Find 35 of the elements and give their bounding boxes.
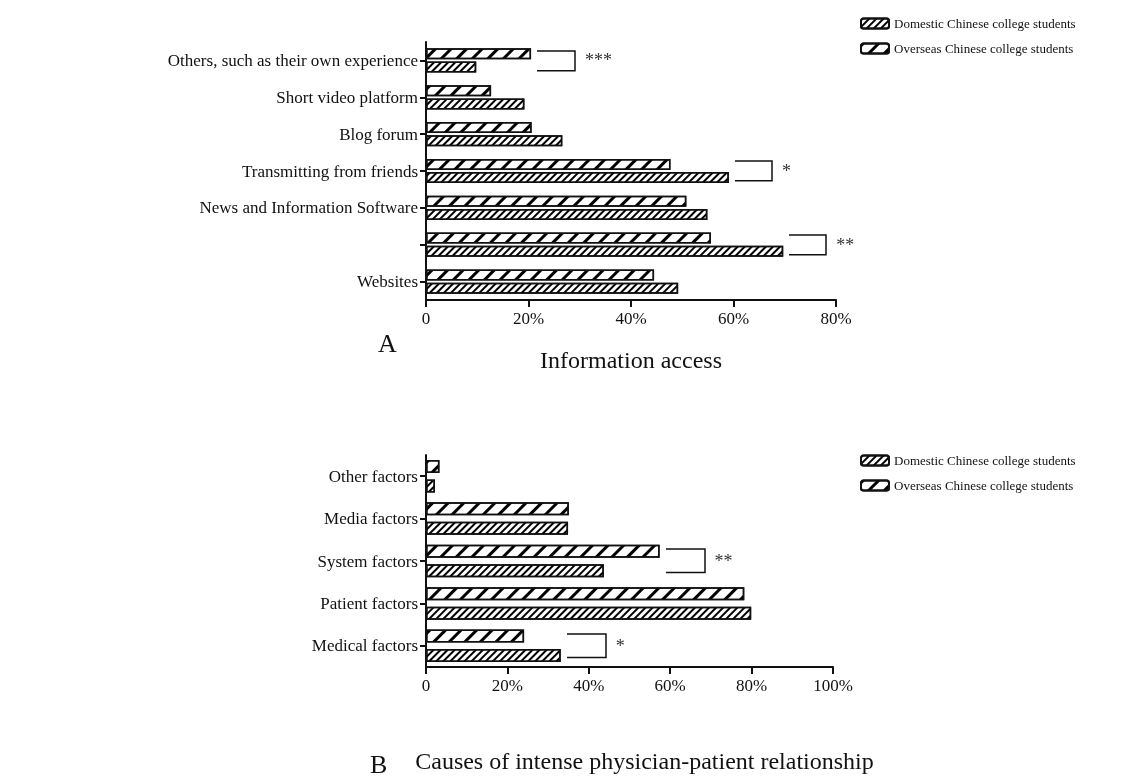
y-tick-label: News and Information Software — [199, 198, 418, 218]
annotation: *** — [585, 50, 613, 71]
x-tick-label: 40% — [573, 676, 605, 695]
y-tick-label: Blog forum — [339, 124, 418, 144]
x-tick-label: 20% — [491, 676, 523, 695]
x-tick-label: 60% — [654, 676, 686, 695]
x-tick-label: 80% — [736, 676, 768, 695]
x-tick-label: 80% — [820, 309, 852, 328]
annotation: * — [781, 161, 791, 181]
legend-label: Domestic Chinese college students — [894, 16, 1076, 31]
y-tick-label: Short video platform — [276, 87, 418, 107]
x-tick-label: 100% — [813, 676, 853, 695]
y-tick-label: Medical factors — [311, 636, 418, 656]
x-axis-title: Information access — [540, 347, 722, 373]
x-tick-label: 40% — [615, 309, 647, 328]
text: ** — [836, 234, 855, 255]
annotation: ** — [714, 551, 733, 571]
text: A — [378, 328, 397, 358]
legend-label: Overseas Chinese college students — [894, 478, 1074, 493]
annotation: * — [615, 635, 625, 656]
x-tick-label: 0 — [421, 309, 431, 328]
y-tick-label: Media factors — [324, 509, 418, 529]
text: B — [370, 749, 388, 778]
y-tick-label: Others, such as their own experience — [167, 50, 418, 70]
y-tick-label: System factors — [317, 551, 418, 571]
x-tick-label: 20% — [512, 309, 545, 328]
x-tick-label: 0 — [421, 676, 431, 695]
legend-label: Overseas Chinese college students — [894, 41, 1074, 56]
x-axis-title: Causes of intense physician-patient relationship — [415, 748, 874, 774]
y-tick-label: Patient factors — [320, 593, 418, 613]
y-tick-label: Transmitting from friends — [242, 161, 418, 181]
y-tick-label: Other factors — [328, 466, 418, 486]
legend-label: Domestic Chinese college students — [894, 453, 1076, 468]
y-tick-label: Websites — [357, 272, 418, 292]
x-tick-label: 60% — [717, 309, 750, 328]
